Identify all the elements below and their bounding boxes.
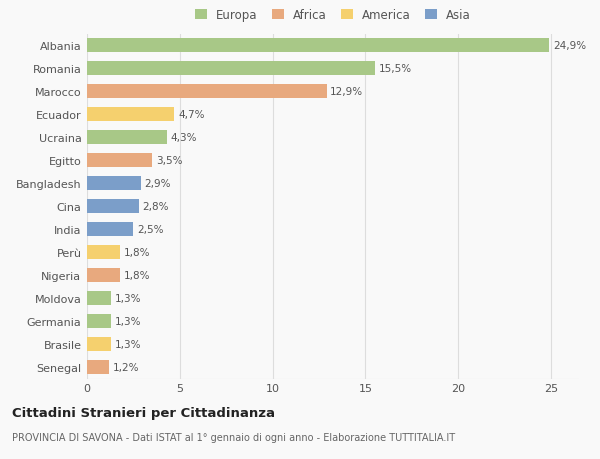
Bar (87, 200, 139, 213)
Bar (87, 85, 326, 99)
Text: 2,5%: 2,5% (137, 224, 164, 235)
Bar (87, 360, 109, 374)
Text: PROVINCIA DI SAVONA - Dati ISTAT al 1° gennaio di ogni anno - Elaborazione TUTTI: PROVINCIA DI SAVONA - Dati ISTAT al 1° g… (12, 432, 455, 442)
Bar (87, 131, 167, 145)
Text: 1,3%: 1,3% (115, 293, 142, 303)
Text: 15,5%: 15,5% (379, 64, 412, 74)
Text: 24,9%: 24,9% (553, 41, 586, 51)
Text: 2,9%: 2,9% (145, 179, 171, 189)
Text: 12,9%: 12,9% (330, 87, 364, 97)
Bar (87, 314, 111, 328)
Text: Cittadini Stranieri per Cittadinanza: Cittadini Stranieri per Cittadinanza (12, 406, 275, 419)
Text: 3,5%: 3,5% (155, 156, 182, 166)
Text: 1,8%: 1,8% (124, 247, 151, 257)
Bar (87, 62, 375, 76)
Bar (87, 108, 174, 122)
Bar (87, 177, 141, 190)
Bar (87, 223, 133, 236)
Text: 1,3%: 1,3% (115, 339, 142, 349)
Bar (87, 154, 152, 168)
Bar (87, 269, 121, 282)
Bar (87, 337, 111, 351)
Legend: Europa, Africa, America, Asia: Europa, Africa, America, Asia (195, 9, 471, 22)
Text: 4,7%: 4,7% (178, 110, 205, 120)
Text: 4,3%: 4,3% (170, 133, 197, 143)
Bar (87, 39, 549, 53)
Text: 1,2%: 1,2% (113, 362, 139, 372)
Text: 1,8%: 1,8% (124, 270, 151, 280)
Text: 1,3%: 1,3% (115, 316, 142, 326)
Bar (87, 246, 121, 259)
Text: 2,8%: 2,8% (143, 202, 169, 212)
Bar (87, 291, 111, 305)
